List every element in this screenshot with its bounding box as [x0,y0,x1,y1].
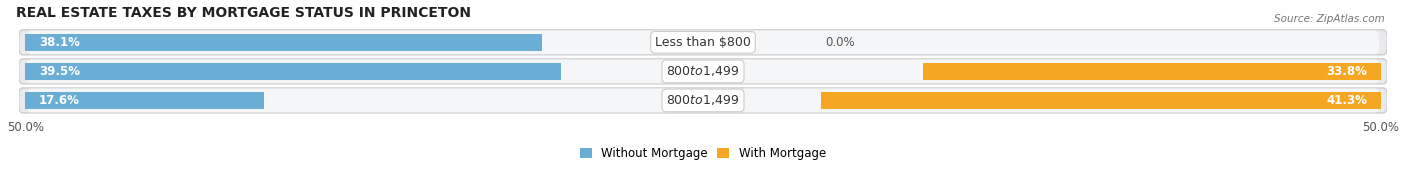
FancyBboxPatch shape [18,59,1388,84]
Text: 39.5%: 39.5% [39,65,80,78]
FancyBboxPatch shape [27,89,1379,112]
Text: $800 to $1,499: $800 to $1,499 [666,93,740,107]
Text: Source: ZipAtlas.com: Source: ZipAtlas.com [1274,14,1385,24]
Bar [922,63,1381,80]
Legend: Without Mortgage, With Mortgage: Without Mortgage, With Mortgage [581,147,825,160]
Text: 38.1%: 38.1% [39,36,80,49]
Text: Less than $800: Less than $800 [655,36,751,49]
Text: REAL ESTATE TAXES BY MORTGAGE STATUS IN PRINCETON: REAL ESTATE TAXES BY MORTGAGE STATUS IN … [15,5,471,20]
Text: 0.0%: 0.0% [825,36,855,49]
Text: 33.8%: 33.8% [1326,65,1367,78]
Bar [25,63,561,80]
Bar [821,92,1381,109]
Text: $800 to $1,499: $800 to $1,499 [666,64,740,78]
Text: 17.6%: 17.6% [39,94,80,107]
FancyBboxPatch shape [18,88,1388,113]
Bar [25,92,264,109]
FancyBboxPatch shape [27,30,1379,54]
Bar [703,34,744,51]
Text: 41.3%: 41.3% [1326,94,1367,107]
FancyBboxPatch shape [18,30,1388,55]
FancyBboxPatch shape [27,59,1379,83]
Bar [25,34,541,51]
